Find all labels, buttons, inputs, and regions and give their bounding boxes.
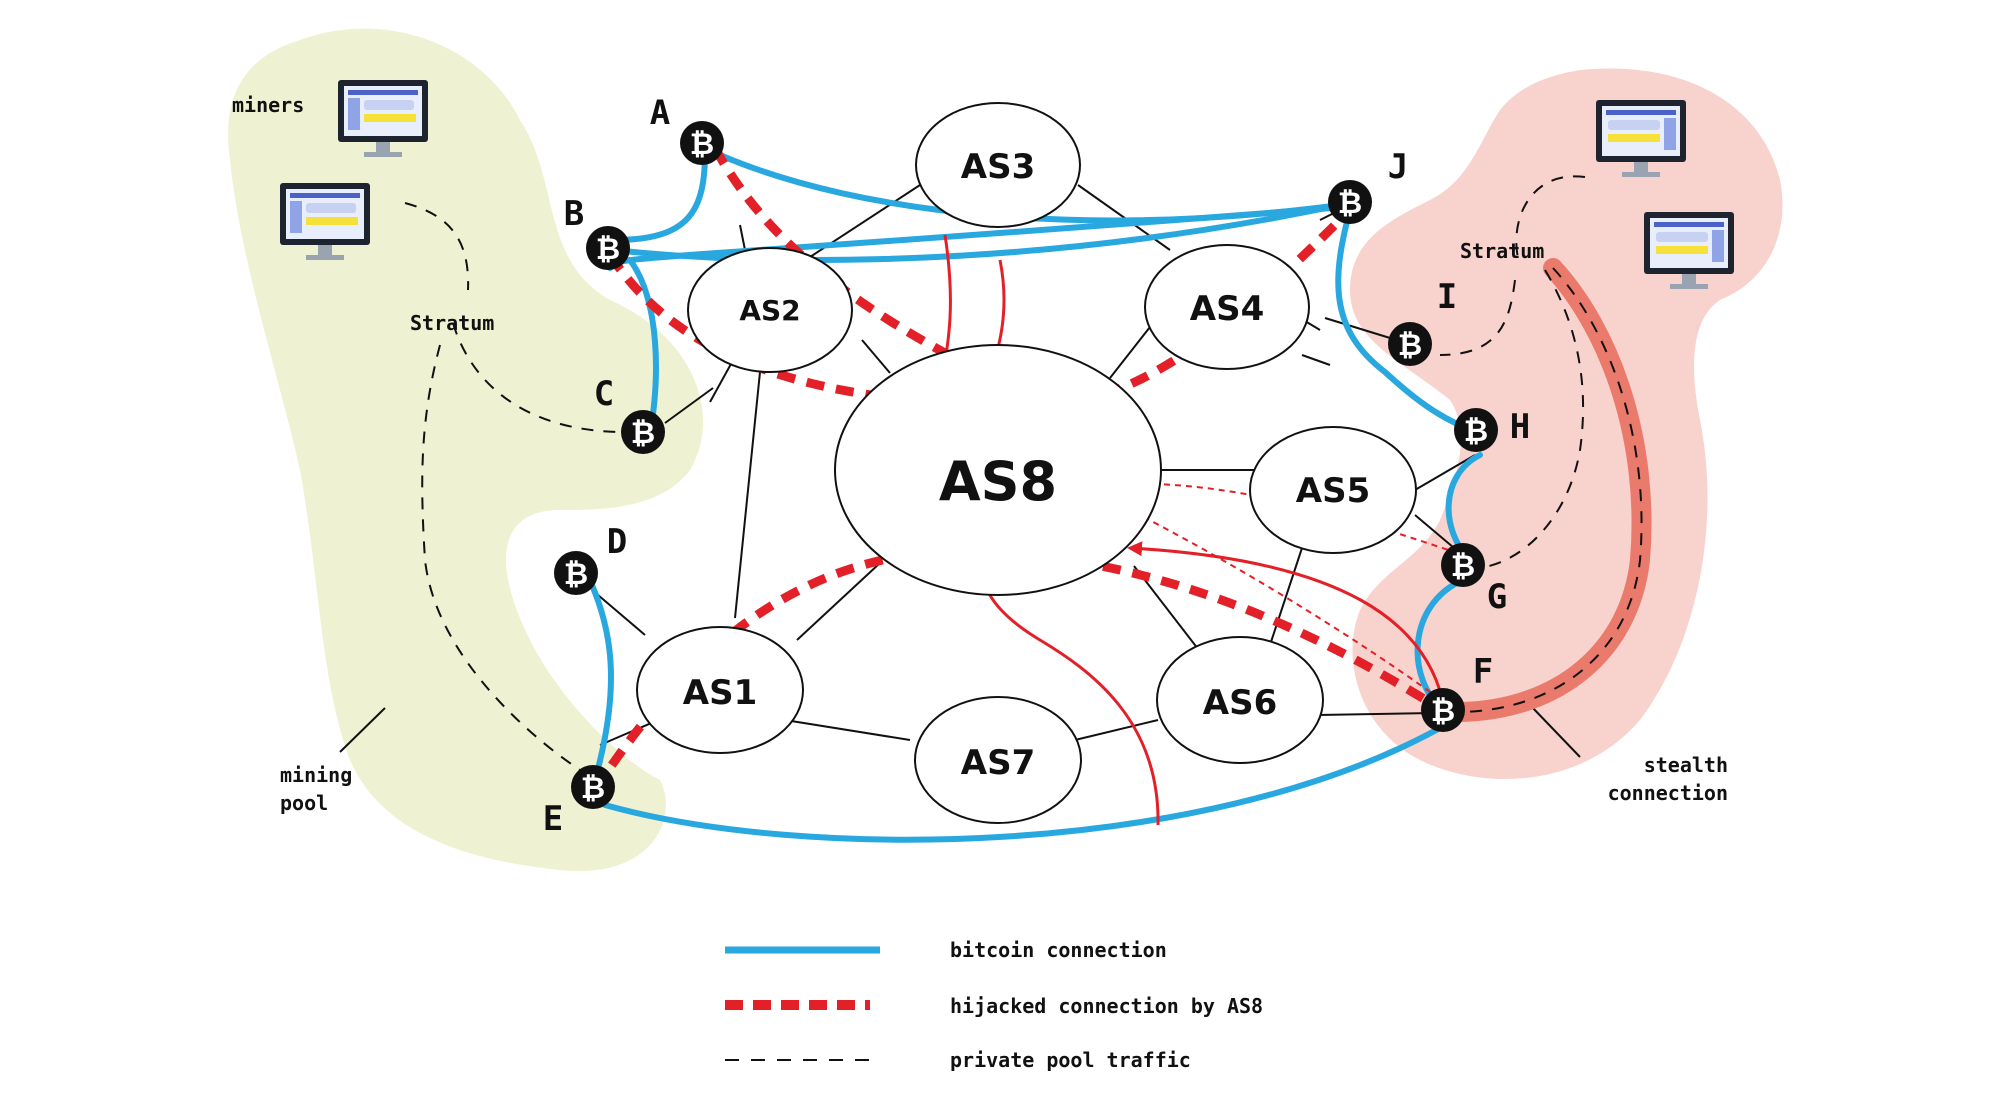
as-links xyxy=(597,184,1476,746)
as1: AS1 xyxy=(636,626,804,754)
left-stratum-label: Stratum xyxy=(410,311,494,335)
node-i[interactable]: ₿ I xyxy=(1388,277,1457,366)
bitcoin-icon: ₿ xyxy=(1398,328,1422,363)
mining-pool-leader xyxy=(339,707,386,753)
bitcoin-icon: ₿ xyxy=(1464,414,1488,449)
bitcoin-icon: ₿ xyxy=(581,771,605,806)
as8-label: AS8 xyxy=(939,450,1057,513)
node-j-label: J xyxy=(1388,147,1408,187)
monitor-icon xyxy=(1596,100,1686,177)
stealth-label-line2: connection xyxy=(1608,781,1728,805)
as4-label: AS4 xyxy=(1190,289,1264,329)
node-g[interactable]: ₿ G xyxy=(1441,543,1507,617)
right-stratum-label: Stratum xyxy=(1460,239,1544,263)
as3-label: AS3 xyxy=(961,147,1035,187)
as1-label: AS1 xyxy=(683,673,757,713)
mining-pool-label-line1: mining xyxy=(280,763,352,787)
as6-label: AS6 xyxy=(1203,683,1277,723)
bitcoin-icon: ₿ xyxy=(1338,186,1362,221)
node-b-label: B xyxy=(564,194,584,234)
as4: AS4 xyxy=(1144,244,1310,370)
node-f[interactable]: ₿ F xyxy=(1421,652,1493,732)
bitcoin-icon: ₿ xyxy=(596,232,620,267)
node-e[interactable]: ₿ E xyxy=(543,765,615,839)
node-f-label: F xyxy=(1473,652,1493,692)
monitor-icon xyxy=(1644,212,1734,289)
as7: AS7 xyxy=(914,696,1082,824)
mining-pool-label-line2: pool xyxy=(280,791,328,815)
bitcoin-icon: ₿ xyxy=(1431,694,1455,729)
node-b[interactable]: ₿ B xyxy=(564,194,630,270)
node-a-label: A xyxy=(650,93,670,133)
private-pool-traffic xyxy=(404,175,1643,771)
node-h-label: H xyxy=(1510,407,1530,447)
as2: AS2 xyxy=(687,247,853,373)
stealth-leader xyxy=(1529,704,1581,758)
as8: AS8 xyxy=(834,344,1162,596)
stealth-label-line1: stealth xyxy=(1644,753,1728,777)
bitcoin-icon: ₿ xyxy=(631,416,655,451)
bitcoin-nodes: ₿ A ₿ B ₿ C ₿ D ₿ E ₿ F ₿ xyxy=(543,93,1530,839)
monitor-icon xyxy=(338,80,428,157)
as5-label: AS5 xyxy=(1296,471,1370,511)
autonomous-systems: AS3 AS2 AS4 AS8 AS5 AS1 AS6 AS7 xyxy=(636,102,1417,824)
bitcoin-icon: ₿ xyxy=(690,127,714,162)
monitor-icon xyxy=(280,183,370,260)
miners-label: miners xyxy=(232,93,304,117)
legend: bitcoin connection hijacked connection b… xyxy=(725,938,1263,1072)
node-i-label: I xyxy=(1437,277,1457,317)
node-g-label: G xyxy=(1487,577,1507,617)
node-d[interactable]: ₿ D xyxy=(554,522,627,595)
as2-label: AS2 xyxy=(739,294,800,327)
node-d-label: D xyxy=(607,522,627,562)
bitcoin-icon: ₿ xyxy=(564,557,588,592)
legend-hijacked-label: hijacked connection by AS8 xyxy=(950,994,1263,1018)
legend-private-label: private pool traffic xyxy=(950,1048,1191,1072)
as7-label: AS7 xyxy=(961,743,1035,783)
node-j[interactable]: ₿ J xyxy=(1328,147,1408,224)
node-h[interactable]: ₿ H xyxy=(1454,407,1530,452)
legend-bitcoin-label: bitcoin connection xyxy=(950,938,1167,962)
node-e-label: E xyxy=(543,799,563,839)
bitcoin-icon: ₿ xyxy=(1451,549,1475,584)
as6: AS6 xyxy=(1156,636,1324,764)
node-a[interactable]: ₿ A xyxy=(650,93,724,165)
node-c[interactable]: ₿ C xyxy=(594,374,665,454)
as5: AS5 xyxy=(1249,426,1417,554)
as3: AS3 xyxy=(915,102,1081,228)
node-c-label: C xyxy=(594,374,614,414)
